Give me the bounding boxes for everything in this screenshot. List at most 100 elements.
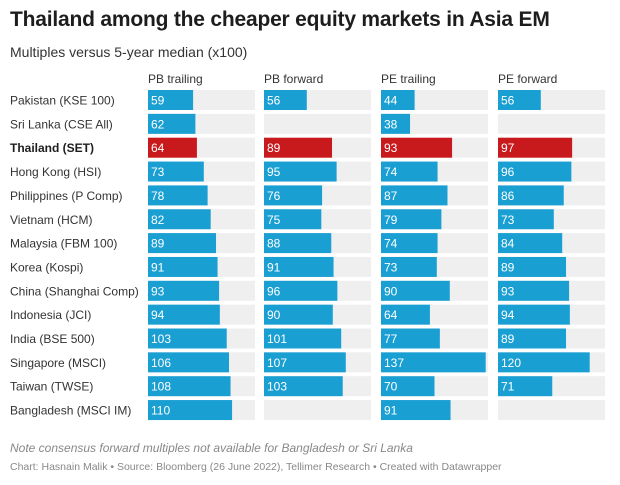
- row-label-taiwan-twse: Taiwan (TWSE): [10, 380, 93, 394]
- bar-pe-forward-india-bse-500: [498, 328, 567, 349]
- bar-pe-trailing-china-shanghai-comp: [381, 280, 450, 301]
- bar-pe-trailing-thailand-set: [381, 137, 453, 158]
- value-label-pb-forward-hong-kong-hsi: 95: [267, 165, 281, 179]
- row-label-korea-kospi: Korea (Kospi): [10, 260, 83, 274]
- bar-pe-forward-philippines-p-comp: [498, 185, 564, 206]
- row-label-vietnam-hcm: Vietnam (HCM): [10, 213, 92, 227]
- value-label-pe-forward-china-shanghai-comp: 93: [501, 284, 515, 298]
- row-label-malaysia-fbm-100: Malaysia (FBM 100): [10, 237, 117, 251]
- bar-track-pe-forward-sri-lanka-cse-all: [498, 113, 605, 134]
- bar-pb-forward-philippines-p-comp: [264, 185, 323, 206]
- bar-pb-forward-thailand-set: [264, 137, 333, 158]
- value-label-pb-forward-taiwan-twse: 103: [267, 380, 287, 394]
- value-label-pb-trailing-singapore-msci: 106: [151, 356, 171, 370]
- bar-pb-trailing-pakistan-kse-100: [148, 90, 194, 110]
- column-header-pb-forward: PB forward: [264, 72, 323, 86]
- chart-subtitle: Multiples versus 5-year median (x100): [10, 44, 248, 60]
- bar-pb-forward-indonesia-jci: [264, 304, 333, 325]
- bar-pb-forward-pakistan-kse-100: [264, 90, 307, 110]
- value-label-pb-trailing-malaysia-fbm-100: 89: [151, 237, 165, 251]
- bar-pe-forward-malaysia-fbm-100: [498, 233, 563, 254]
- value-label-pb-forward-malaysia-fbm-100: 88: [267, 237, 281, 251]
- bar-pe-forward-vietnam-hcm: [498, 209, 554, 230]
- value-label-pb-trailing-philippines-p-comp: 78: [151, 189, 165, 203]
- bar-pe-forward-hong-kong-hsi: [498, 161, 572, 182]
- value-label-pe-trailing-india-bse-500: 77: [384, 332, 398, 346]
- bar-chart: PB trailing PB forward PE trailing PE forwa…: [10, 72, 605, 421]
- value-label-pe-trailing-korea-kospi: 73: [384, 260, 398, 274]
- value-label-pb-forward-philippines-p-comp: 76: [267, 189, 281, 203]
- value-label-pe-trailing-singapore-msci: 137: [384, 356, 404, 370]
- bar-pb-trailing-malaysia-fbm-100: [148, 233, 217, 254]
- value-label-pe-trailing-pakistan-kse-100: 44: [384, 94, 398, 108]
- bar-pb-forward-china-shanghai-comp: [264, 280, 338, 301]
- row-label-china-shanghai-comp: China (Shanghai Comp): [10, 284, 139, 298]
- bar-pb-forward-hong-kong-hsi: [264, 161, 337, 182]
- bar-pe-trailing-philippines-p-comp: [381, 185, 448, 206]
- value-label-pe-trailing-taiwan-twse: 70: [384, 380, 398, 394]
- value-label-pb-forward-indonesia-jci: 90: [267, 308, 281, 322]
- bar-pb-trailing-korea-kospi: [148, 256, 218, 277]
- bar-pb-trailing-taiwan-twse: [148, 376, 231, 397]
- value-label-pe-forward-taiwan-twse: 71: [501, 380, 515, 394]
- bar-pe-trailing-sri-lanka-cse-all: [381, 113, 411, 134]
- bar-pb-trailing-sri-lanka-cse-all: [148, 113, 196, 134]
- bar-pb-forward-singapore-msci: [264, 352, 346, 373]
- value-label-pe-forward-india-bse-500: 89: [501, 332, 515, 346]
- value-label-pe-forward-philippines-p-comp: 86: [501, 189, 515, 203]
- bar-pe-forward-indonesia-jci: [498, 304, 570, 325]
- row-label-singapore-msci: Singapore (MSCI): [10, 356, 106, 370]
- value-label-pe-trailing-sri-lanka-cse-all: 38: [384, 117, 398, 131]
- bar-pb-trailing-philippines-p-comp: [148, 185, 208, 206]
- chart-credit: Chart: Hasnain Malik • Source: Bloomberg…: [10, 461, 502, 473]
- row-label-pakistan-kse-100: Pakistan (KSE 100): [10, 94, 115, 108]
- chart-note: Note consensus forward multiples not ava…: [10, 441, 413, 455]
- value-label-pe-forward-pakistan-kse-100: 56: [501, 94, 515, 108]
- bar-pb-trailing-bangladesh-msci-im: [148, 400, 233, 421]
- value-label-pe-trailing-hong-kong-hsi: 74: [384, 165, 398, 179]
- bar-pb-trailing-india-bse-500: [148, 328, 227, 349]
- bar-pb-trailing-thailand-set: [148, 137, 197, 158]
- bar-pb-trailing-indonesia-jci: [148, 304, 220, 325]
- bar-pe-trailing-hong-kong-hsi: [381, 161, 438, 182]
- value-label-pb-forward-korea-kospi: 91: [267, 260, 281, 274]
- bar-pb-trailing-vietnam-hcm: [148, 209, 211, 230]
- value-label-pb-trailing-bangladesh-msci-im: 110: [151, 404, 170, 418]
- bar-pb-forward-vietnam-hcm: [264, 209, 322, 230]
- value-label-pe-forward-indonesia-jci: 94: [501, 308, 515, 322]
- value-label-pb-trailing-korea-kospi: 91: [151, 260, 165, 274]
- value-label-pb-forward-india-bse-500: 101: [267, 332, 287, 346]
- value-label-pb-trailing-pakistan-kse-100: 59: [151, 94, 165, 108]
- bar-pe-trailing-vietnam-hcm: [381, 209, 442, 230]
- value-label-pe-trailing-vietnam-hcm: 79: [384, 213, 398, 227]
- bar-pe-forward-singapore-msci: [498, 352, 590, 373]
- bar-pe-trailing-malaysia-fbm-100: [381, 233, 438, 254]
- value-label-pb-forward-pakistan-kse-100: 56: [267, 94, 281, 108]
- bar-pe-trailing-taiwan-twse: [381, 376, 435, 397]
- value-label-pe-trailing-philippines-p-comp: 87: [384, 189, 398, 203]
- value-label-pe-trailing-indonesia-jci: 64: [384, 308, 398, 322]
- bar-pe-trailing-india-bse-500: [381, 328, 440, 349]
- bar-track-pb-forward-sri-lanka-cse-all: [264, 113, 371, 134]
- value-label-pb-trailing-china-shanghai-comp: 93: [151, 284, 165, 298]
- bar-pb-forward-malaysia-fbm-100: [264, 233, 332, 254]
- value-label-pe-forward-singapore-msci: 120: [501, 356, 521, 370]
- bar-track-pb-forward-bangladesh-msci-im: [264, 400, 371, 421]
- bar-pe-forward-thailand-set: [498, 137, 573, 158]
- column-header-pb-trailing: PB trailing: [148, 72, 203, 86]
- bar-pe-trailing-pakistan-kse-100: [381, 90, 415, 110]
- value-label-pe-trailing-thailand-set: 93: [384, 141, 398, 155]
- value-label-pb-trailing-india-bse-500: 103: [151, 332, 171, 346]
- bar-pb-forward-korea-kospi: [264, 256, 334, 277]
- bar-pb-forward-india-bse-500: [264, 328, 342, 349]
- bar-pe-trailing-bangladesh-msci-im: [381, 400, 451, 421]
- value-label-pb-trailing-sri-lanka-cse-all: 62: [151, 117, 165, 131]
- bar-pe-trailing-indonesia-jci: [381, 304, 430, 325]
- chart-title: Thailand among the cheaper equity market…: [10, 8, 550, 31]
- row-label-bangladesh-msci-im: Bangladesh (MSCI IM): [10, 404, 131, 418]
- bar-pe-forward-taiwan-twse: [498, 376, 553, 397]
- value-label-pb-forward-thailand-set: 89: [267, 141, 281, 155]
- value-label-pb-trailing-indonesia-jci: 94: [151, 308, 165, 322]
- row-label-thailand-set: Thailand (SET): [10, 141, 94, 155]
- bar-track-pe-forward-bangladesh-msci-im: [498, 400, 605, 421]
